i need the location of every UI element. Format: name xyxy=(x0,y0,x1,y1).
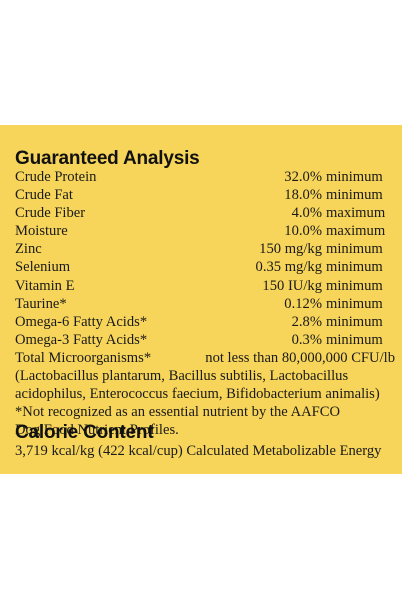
nutrition-label-panel: Guaranteed Analysis Crude Protein 32.0% … xyxy=(0,125,402,474)
nutrient-amount: 150 mg/kg xyxy=(259,241,322,258)
nutrient-name: Taurine* xyxy=(15,295,67,312)
nutrient-name: Vitamin E xyxy=(15,277,75,294)
nutrient-qualifier: minimum xyxy=(326,187,383,204)
nutrient-qualifier: minimum xyxy=(326,241,383,258)
footnote-line: *Not recognized as an essential nutrient… xyxy=(15,404,341,421)
analysis-row: Zinc 150 mg/kg minimum xyxy=(15,240,395,258)
microorganisms-value: not less than 80,000,000 CFU/lb xyxy=(205,349,395,366)
nutrient-amount: 18.0% xyxy=(284,187,322,204)
nutrient-qualifier: minimum xyxy=(326,331,383,348)
guaranteed-analysis-heading: Guaranteed Analysis xyxy=(15,148,200,169)
nutrient-amount: 4.0% xyxy=(291,205,322,222)
microorganisms-detail-line: acidophilus, Enterococcus faecium, Bifid… xyxy=(15,386,380,403)
calorie-content-heading: Calorie Content xyxy=(15,422,154,443)
nutrient-qualifier: minimum xyxy=(326,169,383,185)
analysis-row: Vitamin E 150 IU/kg minimum xyxy=(15,277,395,295)
nutrient-qualifier: maximum xyxy=(326,205,386,222)
nutrient-amount: 2.8% xyxy=(291,313,322,330)
nutrient-amount: 150 IU/kg xyxy=(262,277,322,294)
nutrient-amount: 0.35 mg/kg xyxy=(255,259,322,276)
nutrient-amount: 0.12% xyxy=(284,295,322,312)
nutrient-name: Omega-3 Fatty Acids* xyxy=(15,331,148,348)
nutrient-name: Crude Fiber xyxy=(15,205,86,222)
nutrient-amount: 10.0% xyxy=(284,223,322,240)
nutrient-amount: 32.0% xyxy=(284,169,322,185)
analysis-table: Crude Protein 32.0% minimum Crude Fat 18… xyxy=(15,168,395,439)
analysis-row: Omega-6 Fatty Acids* 2.8% minimum xyxy=(15,313,395,331)
nutrient-qualifier: maximum xyxy=(326,223,386,240)
analysis-row: Selenium 0.35 mg/kg minimum xyxy=(15,258,395,276)
analysis-row: Crude Fiber 4.0% maximum xyxy=(15,204,395,222)
nutrient-name: Zinc xyxy=(15,241,42,258)
nutrient-qualifier: minimum xyxy=(326,277,383,294)
analysis-row: Taurine* 0.12% minimum xyxy=(15,295,395,313)
nutrient-name: Omega-6 Fatty Acids* xyxy=(15,313,148,330)
footnote-line: Dog Food Nutrient Profiles. xyxy=(15,422,179,439)
analysis-row: Moisture 10.0% maximum xyxy=(15,222,395,240)
analysis-row: Omega-3 Fatty Acids* 0.3% minimum xyxy=(15,331,395,349)
analysis-row: Crude Fat 18.0% minimum xyxy=(15,186,395,204)
microorganisms-detail-line: (Lactobacillus plantarum, Bacillus subti… xyxy=(15,367,349,384)
nutrient-name: Crude Fat xyxy=(15,187,73,204)
nutrient-amount: 0.3% xyxy=(291,331,322,348)
nutrient-qualifier: minimum xyxy=(326,295,383,312)
microorganisms-row: Total Microorganisms* not less than 80,0… xyxy=(15,349,395,367)
nutrient-qualifier: minimum xyxy=(326,313,383,330)
nutrient-name: Selenium xyxy=(15,259,71,276)
nutrient-name: Moisture xyxy=(15,223,68,240)
nutrient-qualifier: minimum xyxy=(326,259,383,276)
calorie-content-text: 3,719 kcal/kg (422 kcal/cup) Calculated … xyxy=(15,443,382,459)
analysis-row: Crude Protein 32.0% minimum xyxy=(15,168,395,186)
nutrient-name: Crude Protein xyxy=(15,169,97,185)
microorganisms-name: Total Microorganisms* xyxy=(15,349,152,366)
